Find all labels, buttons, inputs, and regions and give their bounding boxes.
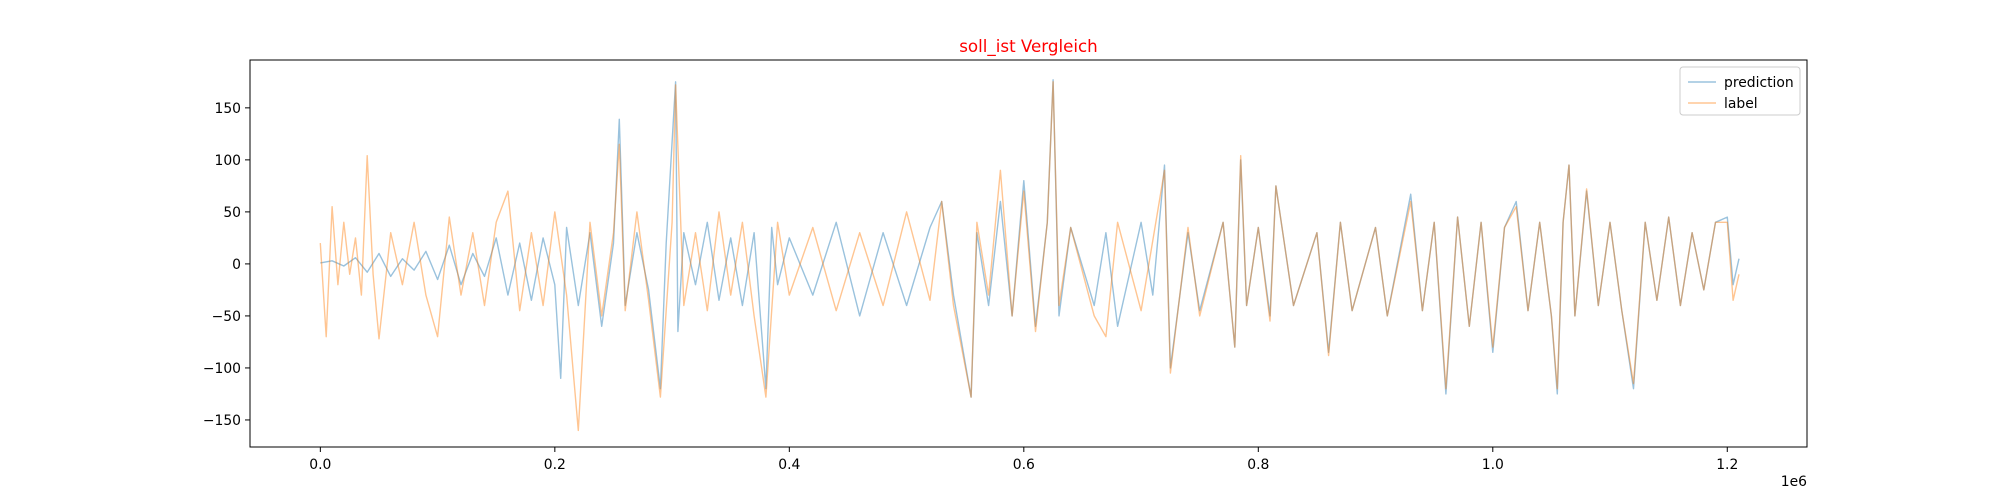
y-axis: −150 −100 −50 0 50 100 150	[203, 101, 250, 429]
plot-area-frame	[249, 59, 1808, 448]
series-line-prediction	[320, 79, 1740, 398]
legend-label-prediction: prediction	[1724, 75, 1794, 91]
x-tick-label: 0.6	[1013, 457, 1035, 473]
x-tick-label: 0.4	[778, 457, 800, 473]
series-line-label	[319, 81, 1740, 432]
x-tick-label: 1.2	[1716, 457, 1738, 473]
y-tick-label: −150	[203, 413, 241, 429]
x-tick-label: 0.0	[309, 457, 331, 473]
y-tick-label: 50	[223, 205, 241, 221]
x-tick-label: 1.0	[1482, 457, 1504, 473]
legend-label-label: label	[1724, 96, 1758, 112]
x-tick-label: 0.8	[1247, 457, 1269, 473]
y-tick-label: 0	[232, 257, 241, 273]
x-axis: 0.0 0.2 0.4 0.6 0.8 1.0 1.2	[309, 447, 1738, 473]
legend: prediction label	[1679, 66, 1801, 116]
chart-title: soll_ist Vergleich	[959, 36, 1098, 57]
y-tick-label: −50	[212, 309, 241, 325]
y-tick-label: 150	[214, 101, 241, 117]
y-tick-label: 100	[214, 153, 241, 169]
x-tick-label: 0.2	[544, 457, 566, 473]
y-tick-label: −100	[203, 361, 241, 377]
x-axis-offset-label: 1e6	[1781, 474, 1807, 490]
legend-box	[1679, 66, 1801, 116]
